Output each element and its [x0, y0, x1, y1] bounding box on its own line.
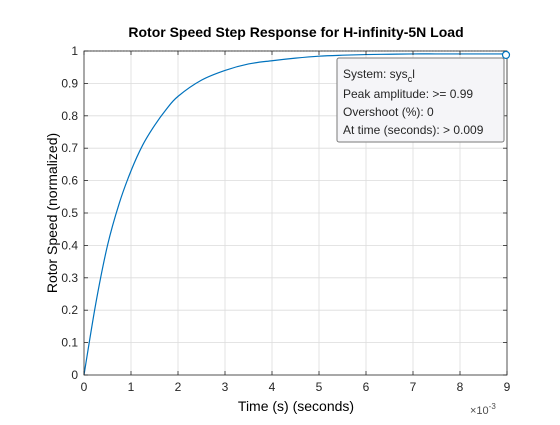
- x-tick-label: 1: [128, 380, 135, 394]
- y-tick-label: 0.5: [61, 206, 78, 220]
- datatip-at-time: At time (seconds): > 0.009: [343, 123, 484, 137]
- datatip-marker[interactable]: [501, 50, 511, 60]
- x-tick-label: 0: [81, 380, 88, 394]
- x-axis-exponent: ×10-3: [470, 402, 496, 417]
- x-tick-label: 4: [269, 380, 276, 394]
- datatip-overshoot: Overshoot (%): 0: [343, 105, 434, 119]
- x-tick-label: 6: [363, 380, 370, 394]
- datatip-system: System: syscl: [343, 67, 415, 84]
- y-tick-label: 1: [71, 44, 78, 58]
- x-tick-label: 3: [222, 380, 229, 394]
- series-layer: [83, 53, 507, 376]
- x-tick-label: 5: [316, 380, 323, 394]
- y-tick-label: 0.3: [61, 271, 78, 285]
- x-tick-label: 7: [410, 380, 417, 394]
- y-tick-label: 0.7: [61, 141, 78, 155]
- x-axis-label: Time (s) (seconds): [238, 398, 354, 414]
- y-axis-label: Rotor Speed (normalized): [44, 133, 60, 293]
- step-response-line: [83, 53, 507, 376]
- y-tick-label: 0.1: [61, 336, 78, 350]
- y-tick-label: 0.9: [61, 76, 78, 90]
- datatip-box: [336, 57, 505, 143]
- chart-title: Rotor Speed Step Response for H-infinity…: [128, 24, 463, 40]
- datatip[interactable]: System: syscl Peak amplitude: >= 0.99 Ov…: [336, 57, 505, 143]
- y-tick-label: 0.8: [61, 109, 78, 123]
- marker-layer: [501, 50, 511, 60]
- y-tick-label: 0.2: [61, 303, 78, 317]
- datatip-peak: Peak amplitude: >= 0.99: [343, 87, 473, 101]
- x-tick-label: 9: [504, 380, 511, 394]
- y-tick-label: 0.4: [61, 238, 78, 252]
- ticks: 0 1 2 3 4 5 6 7 8 9 0 0.1 0.2 0.3 0.4 0.5 0.6 0.7 0.8 0.9 1: [61, 44, 510, 394]
- y-tick-label: 0.6: [61, 174, 78, 188]
- y-tick-label: 0: [71, 368, 78, 382]
- x-tick-label: 8: [457, 380, 464, 394]
- x-tick-label: 2: [175, 380, 182, 394]
